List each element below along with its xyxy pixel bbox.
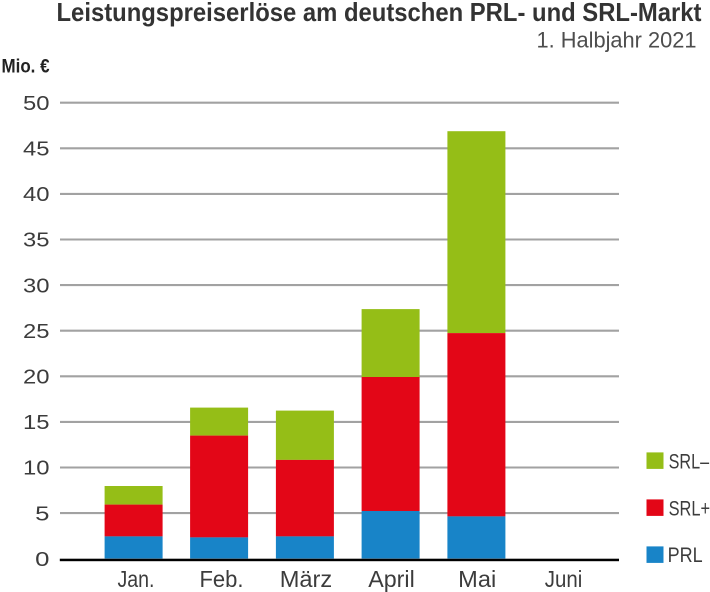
svg-text:April: April <box>368 566 415 592</box>
svg-text:Leistungspreiserlöse am deutsc: Leistungspreiserlöse am deutschen PRL- u… <box>57 0 702 27</box>
svg-text:20: 20 <box>23 367 50 389</box>
svg-text:März: März <box>280 566 333 592</box>
svg-text:25: 25 <box>23 321 50 343</box>
svg-text:45: 45 <box>23 139 50 161</box>
svg-text:5: 5 <box>35 503 49 525</box>
svg-text:Jan.: Jan. <box>118 566 155 592</box>
svg-text:30: 30 <box>23 275 50 297</box>
svg-text:SRL–: SRL– <box>669 450 710 474</box>
svg-text:Juni: Juni <box>545 566 583 592</box>
svg-text:PRL: PRL <box>668 543 703 567</box>
svg-text:Mio. €: Mio. € <box>2 56 50 78</box>
svg-text:0: 0 <box>35 549 49 571</box>
svg-text:Mai: Mai <box>458 566 496 592</box>
svg-text:50: 50 <box>23 93 50 115</box>
svg-text:35: 35 <box>23 230 50 252</box>
svg-text:15: 15 <box>23 412 50 434</box>
svg-text:1. Halbjahr 2021: 1. Halbjahr 2021 <box>537 27 697 52</box>
svg-text:Feb.: Feb. <box>200 566 244 592</box>
svg-text:10: 10 <box>23 458 50 480</box>
svg-text:40: 40 <box>23 184 50 206</box>
svg-text:SRL+: SRL+ <box>669 497 710 521</box>
